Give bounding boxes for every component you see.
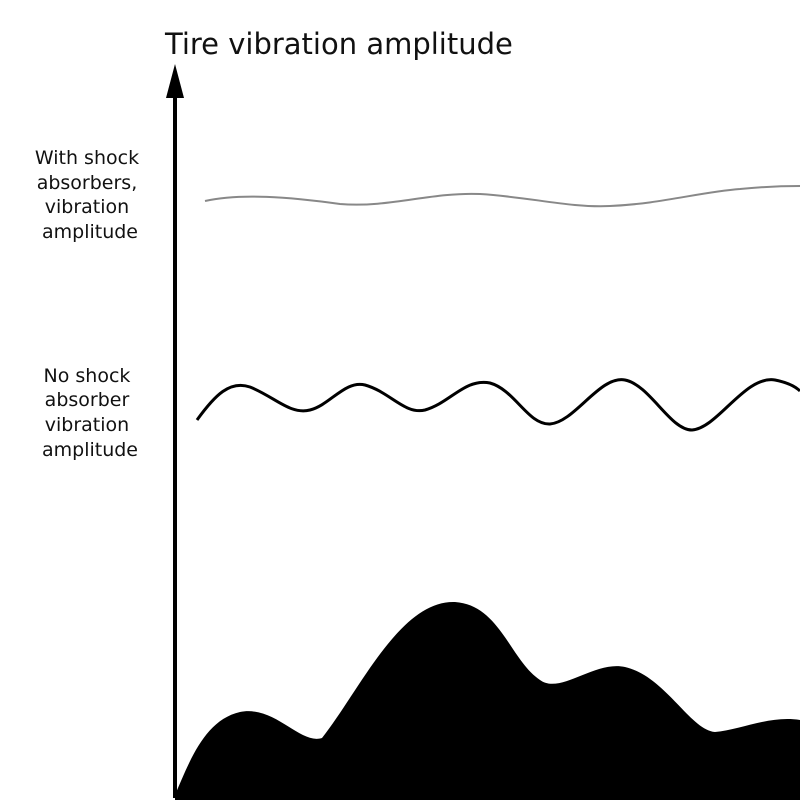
label-with-absorbers: With shock absorbers, vibration amplitud…	[35, 147, 145, 243]
axis-arrow	[166, 64, 184, 98]
damped-wave	[204, 185, 800, 208]
label-line: vibration	[45, 196, 129, 218]
label-line: vibration	[45, 414, 129, 436]
road-profile	[175, 601, 800, 800]
label-line: absorber	[45, 389, 130, 411]
label-line: absorbers,	[37, 172, 138, 194]
label-line: amplitude	[42, 439, 138, 461]
title: Tire vibration amplitude	[164, 27, 513, 61]
undamped-wave	[195, 378, 800, 432]
label-line: No shock	[44, 365, 131, 387]
label-no-absorber: No shock absorber vibration amplitude	[42, 365, 138, 461]
label-line: amplitude	[42, 221, 138, 243]
label-line: With shock	[35, 147, 139, 169]
